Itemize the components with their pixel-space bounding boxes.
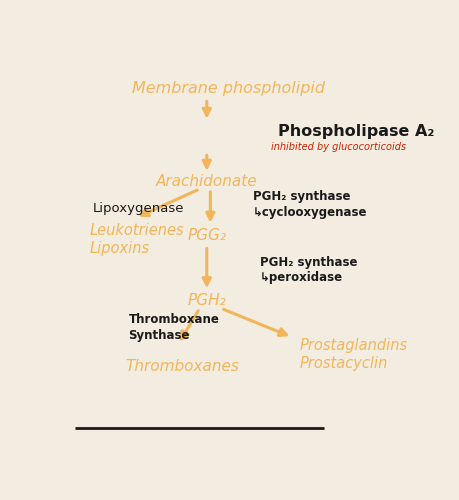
Text: Membrane phospholipid: Membrane phospholipid [132,82,325,96]
Text: PGH₂: PGH₂ [187,293,226,308]
Text: Leukotrienes
Lipoxins: Leukotrienes Lipoxins [90,222,184,256]
Text: Arachidonate: Arachidonate [156,174,257,189]
Text: Prostaglandins
Prostacyclin: Prostaglandins Prostacyclin [299,338,408,371]
Text: PGG₂: PGG₂ [187,228,226,242]
Text: PGH₂ synthase
↳cyclooxygenase: PGH₂ synthase ↳cyclooxygenase [253,190,368,218]
Text: Thromboxanes: Thromboxanes [125,358,239,374]
Text: Phospholipase A₂: Phospholipase A₂ [278,124,434,138]
Text: PGH₂ synthase
↳peroxidase: PGH₂ synthase ↳peroxidase [260,256,358,284]
Text: Lipoxygenase: Lipoxygenase [93,202,185,214]
Text: inhibited by glucocorticoids: inhibited by glucocorticoids [271,142,406,152]
Text: Thromboxane
Synthase: Thromboxane Synthase [129,314,219,342]
